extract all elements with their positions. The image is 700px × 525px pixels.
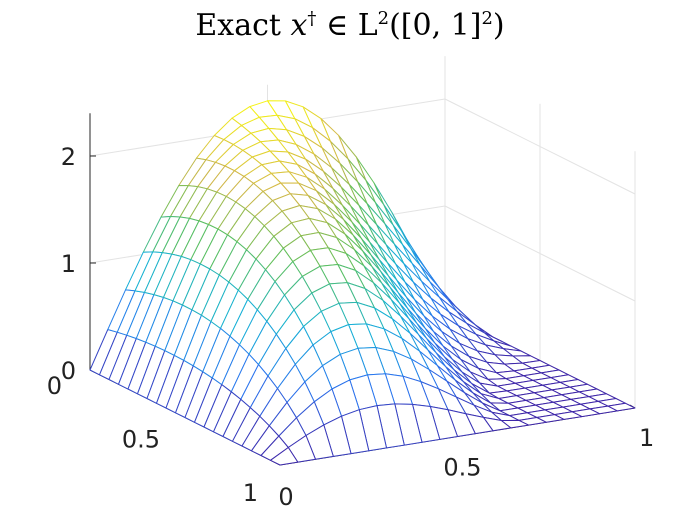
title-space: ([0, 1] — [389, 8, 482, 43]
surface-cell — [270, 447, 299, 466]
title-variable: x — [290, 8, 308, 43]
title-dagger: † — [307, 8, 317, 29]
z-tick-label: 1 — [61, 250, 76, 278]
title-space-exponent: 2 — [481, 8, 493, 29]
z-tick-label: 0 — [61, 357, 76, 385]
t-tick-label: 0 — [278, 483, 293, 511]
z-tick-label: 2 — [61, 143, 76, 171]
s-tick-label: 1 — [243, 479, 258, 507]
title-exponent: 2 — [377, 8, 390, 29]
title-middle: ∈ L — [316, 8, 378, 43]
title-prefix: Exact — [195, 8, 291, 43]
s-tick-label: 0.5 — [122, 426, 160, 454]
title-suffix: ) — [492, 8, 505, 43]
s-tick-label: 0 — [47, 372, 62, 400]
t-tick-label: 0.5 — [443, 454, 481, 482]
chart-title: Exact x† ∈ L2([0, 1]2) — [0, 8, 700, 43]
t-tick-label: 1 — [639, 424, 654, 452]
surface-mesh — [89, 100, 636, 466]
